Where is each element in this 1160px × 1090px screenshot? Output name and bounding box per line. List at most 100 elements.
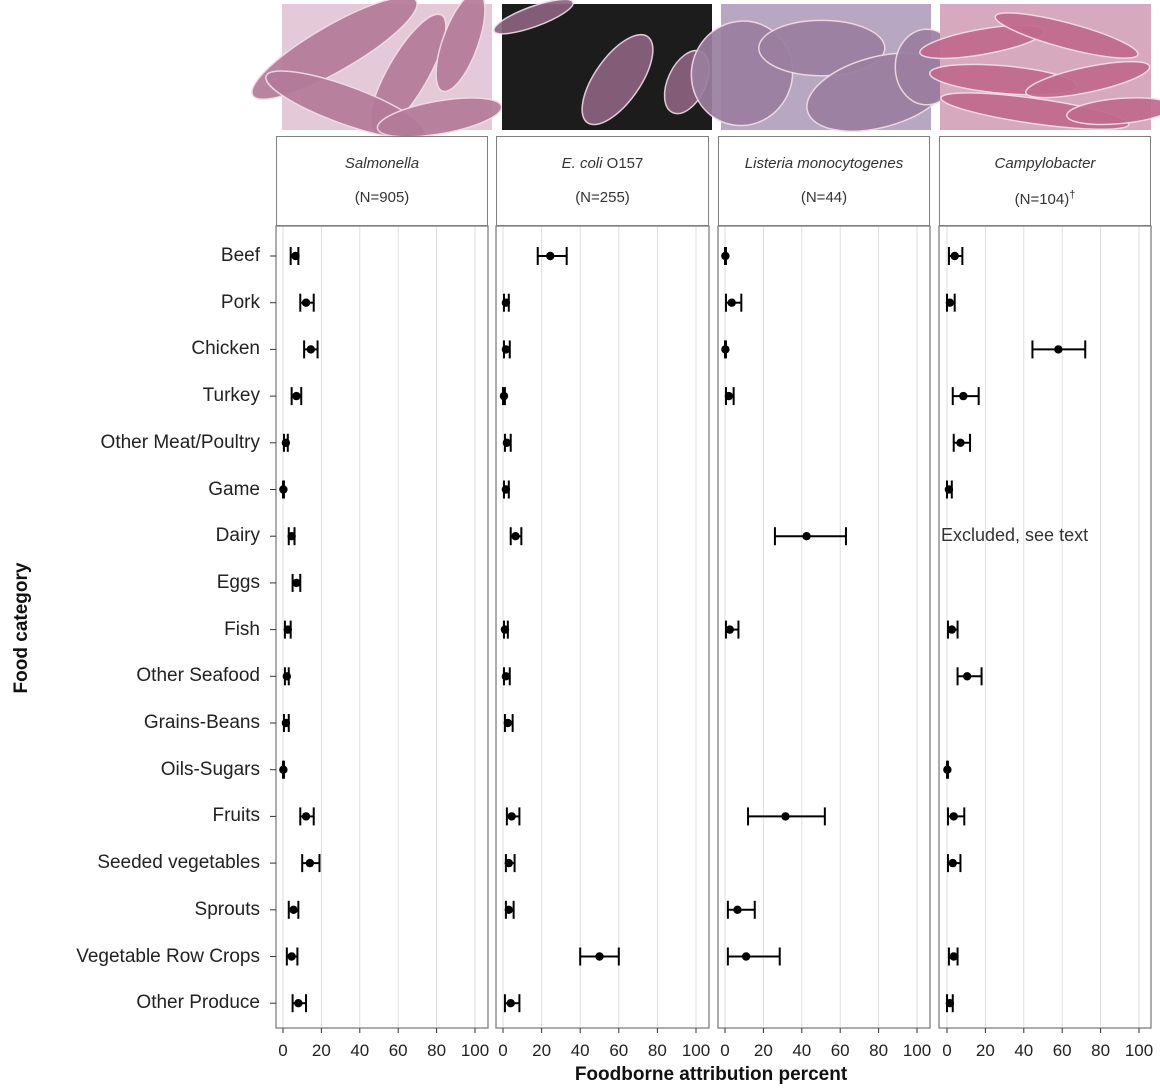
point-estimate <box>507 812 516 821</box>
facet-header: Salmonella (N=905) <box>276 136 488 226</box>
estimate-with-ci <box>503 714 514 732</box>
estimate-with-ci <box>301 854 321 873</box>
y-category-label: Dairy <box>215 525 260 547</box>
point-estimate <box>292 391 301 401</box>
y-category-label: Beef <box>220 245 260 266</box>
y-category-label: Sprouts <box>194 898 260 920</box>
x-tick-label: 100 <box>460 1041 490 1060</box>
point-estimate <box>301 812 311 821</box>
point-estimate <box>725 625 734 634</box>
point-estimate <box>279 485 288 494</box>
point-estimate <box>947 625 956 634</box>
estimate-with-ci <box>279 760 288 779</box>
estimate-with-ci <box>579 947 620 966</box>
point-estimate <box>291 251 300 261</box>
estimate-with-ci <box>501 340 511 359</box>
bacteria-photo <box>690 4 960 132</box>
estimate-with-ci <box>946 807 966 826</box>
x-tick-label: 60 <box>388 1041 408 1060</box>
estimate-with-ci <box>1031 340 1087 359</box>
x-tick-label: 60 <box>1052 1041 1072 1060</box>
estimate-with-ci <box>281 433 291 452</box>
point-estimate <box>294 999 303 1008</box>
facet-panel <box>938 225 1152 1033</box>
facet-sample-size: (N=255) <box>497 189 708 206</box>
point-estimate <box>305 858 315 868</box>
x-tick-label: 60 <box>830 1041 850 1060</box>
x-tick-label: 0 <box>942 1041 952 1060</box>
estimate-with-ci <box>287 527 296 546</box>
x-tick-label: 100 <box>902 1041 932 1060</box>
estimate-with-ci <box>726 900 756 919</box>
facet-title: E. coli O157 <box>497 155 708 172</box>
x-tick-label: 40 <box>1014 1041 1034 1060</box>
point-estimate <box>287 952 296 961</box>
x-tick-label: 0 <box>278 1041 288 1060</box>
x-tick-label: 20 <box>532 1041 552 1060</box>
estimate-with-ci <box>747 807 826 826</box>
estimate-with-ci <box>726 947 781 966</box>
y-category-label: Chicken <box>191 338 260 360</box>
estimate-with-ci <box>279 480 288 499</box>
point-estimate <box>504 905 513 914</box>
estimate-with-ci <box>285 947 299 966</box>
facet-header: Listeria monocytogenes (N=44) <box>718 136 930 226</box>
estimate-with-ci <box>299 293 315 312</box>
estimate-with-ci <box>724 620 740 639</box>
estimate-with-ci <box>956 667 983 686</box>
point-estimate <box>724 391 734 401</box>
x-tick-label: 80 <box>647 1041 667 1060</box>
point-estimate <box>501 672 511 681</box>
point-estimate <box>950 251 959 261</box>
estimate-with-ci <box>947 247 964 265</box>
point-estimate <box>287 532 296 541</box>
point-estimate <box>948 858 957 868</box>
point-estimate <box>949 812 958 821</box>
footnote-mark: † <box>1069 189 1076 201</box>
point-estimate <box>595 952 604 961</box>
point-estimate <box>502 438 512 447</box>
point-estimate <box>944 485 954 494</box>
estimate-with-ci <box>505 807 521 826</box>
estimate-with-ci <box>291 994 308 1013</box>
point-estimate <box>956 438 965 447</box>
bacteria-photo <box>919 4 1160 131</box>
point-estimate <box>1054 345 1063 354</box>
y-category-label: Fruits <box>212 805 261 827</box>
point-estimate <box>501 485 511 494</box>
point-estimate <box>945 298 955 307</box>
point-estimate <box>306 345 316 354</box>
x-tick-label: 80 <box>869 1041 889 1060</box>
point-estimate <box>945 999 955 1008</box>
point-estimate <box>943 765 952 774</box>
estimate-with-ci <box>945 994 955 1013</box>
y-category-label: Vegetable Row Crops <box>76 945 260 967</box>
point-estimate <box>959 391 968 401</box>
estimate-with-ci <box>303 340 319 359</box>
estimate-with-ci <box>299 807 315 826</box>
facet-n-label: (N=255) <box>575 189 630 206</box>
point-estimate <box>733 905 742 914</box>
facet-n-label: (N=44) <box>800 189 848 206</box>
x-tick-label: 40 <box>570 1041 590 1060</box>
estimate-with-ci <box>504 900 515 919</box>
estimate-with-ci <box>289 247 300 265</box>
facet-title: Campylobacter <box>940 155 1150 172</box>
y-category-label: Eggs <box>216 571 260 593</box>
y-category-label: Turkey <box>202 385 260 407</box>
point-estimate <box>499 391 509 401</box>
facet-n-label: (N=905) <box>354 189 410 206</box>
facet-pathogen-name: E. coli <box>561 155 603 172</box>
facet-header: Campylobacter (N=104)† <box>939 136 1151 226</box>
facet-n-label: (N=104) <box>1014 191 1070 208</box>
point-estimate <box>503 718 513 728</box>
point-estimate <box>279 765 288 774</box>
x-tick-label: 40 <box>792 1041 812 1060</box>
point-estimate <box>282 672 292 681</box>
point-estimate <box>501 345 511 354</box>
facet-pathogen-name: Listeria monocytogenes <box>744 155 904 172</box>
x-tick-label: 100 <box>681 1041 711 1060</box>
estimate-with-ci <box>946 854 962 873</box>
estimate-with-ci <box>499 387 509 406</box>
